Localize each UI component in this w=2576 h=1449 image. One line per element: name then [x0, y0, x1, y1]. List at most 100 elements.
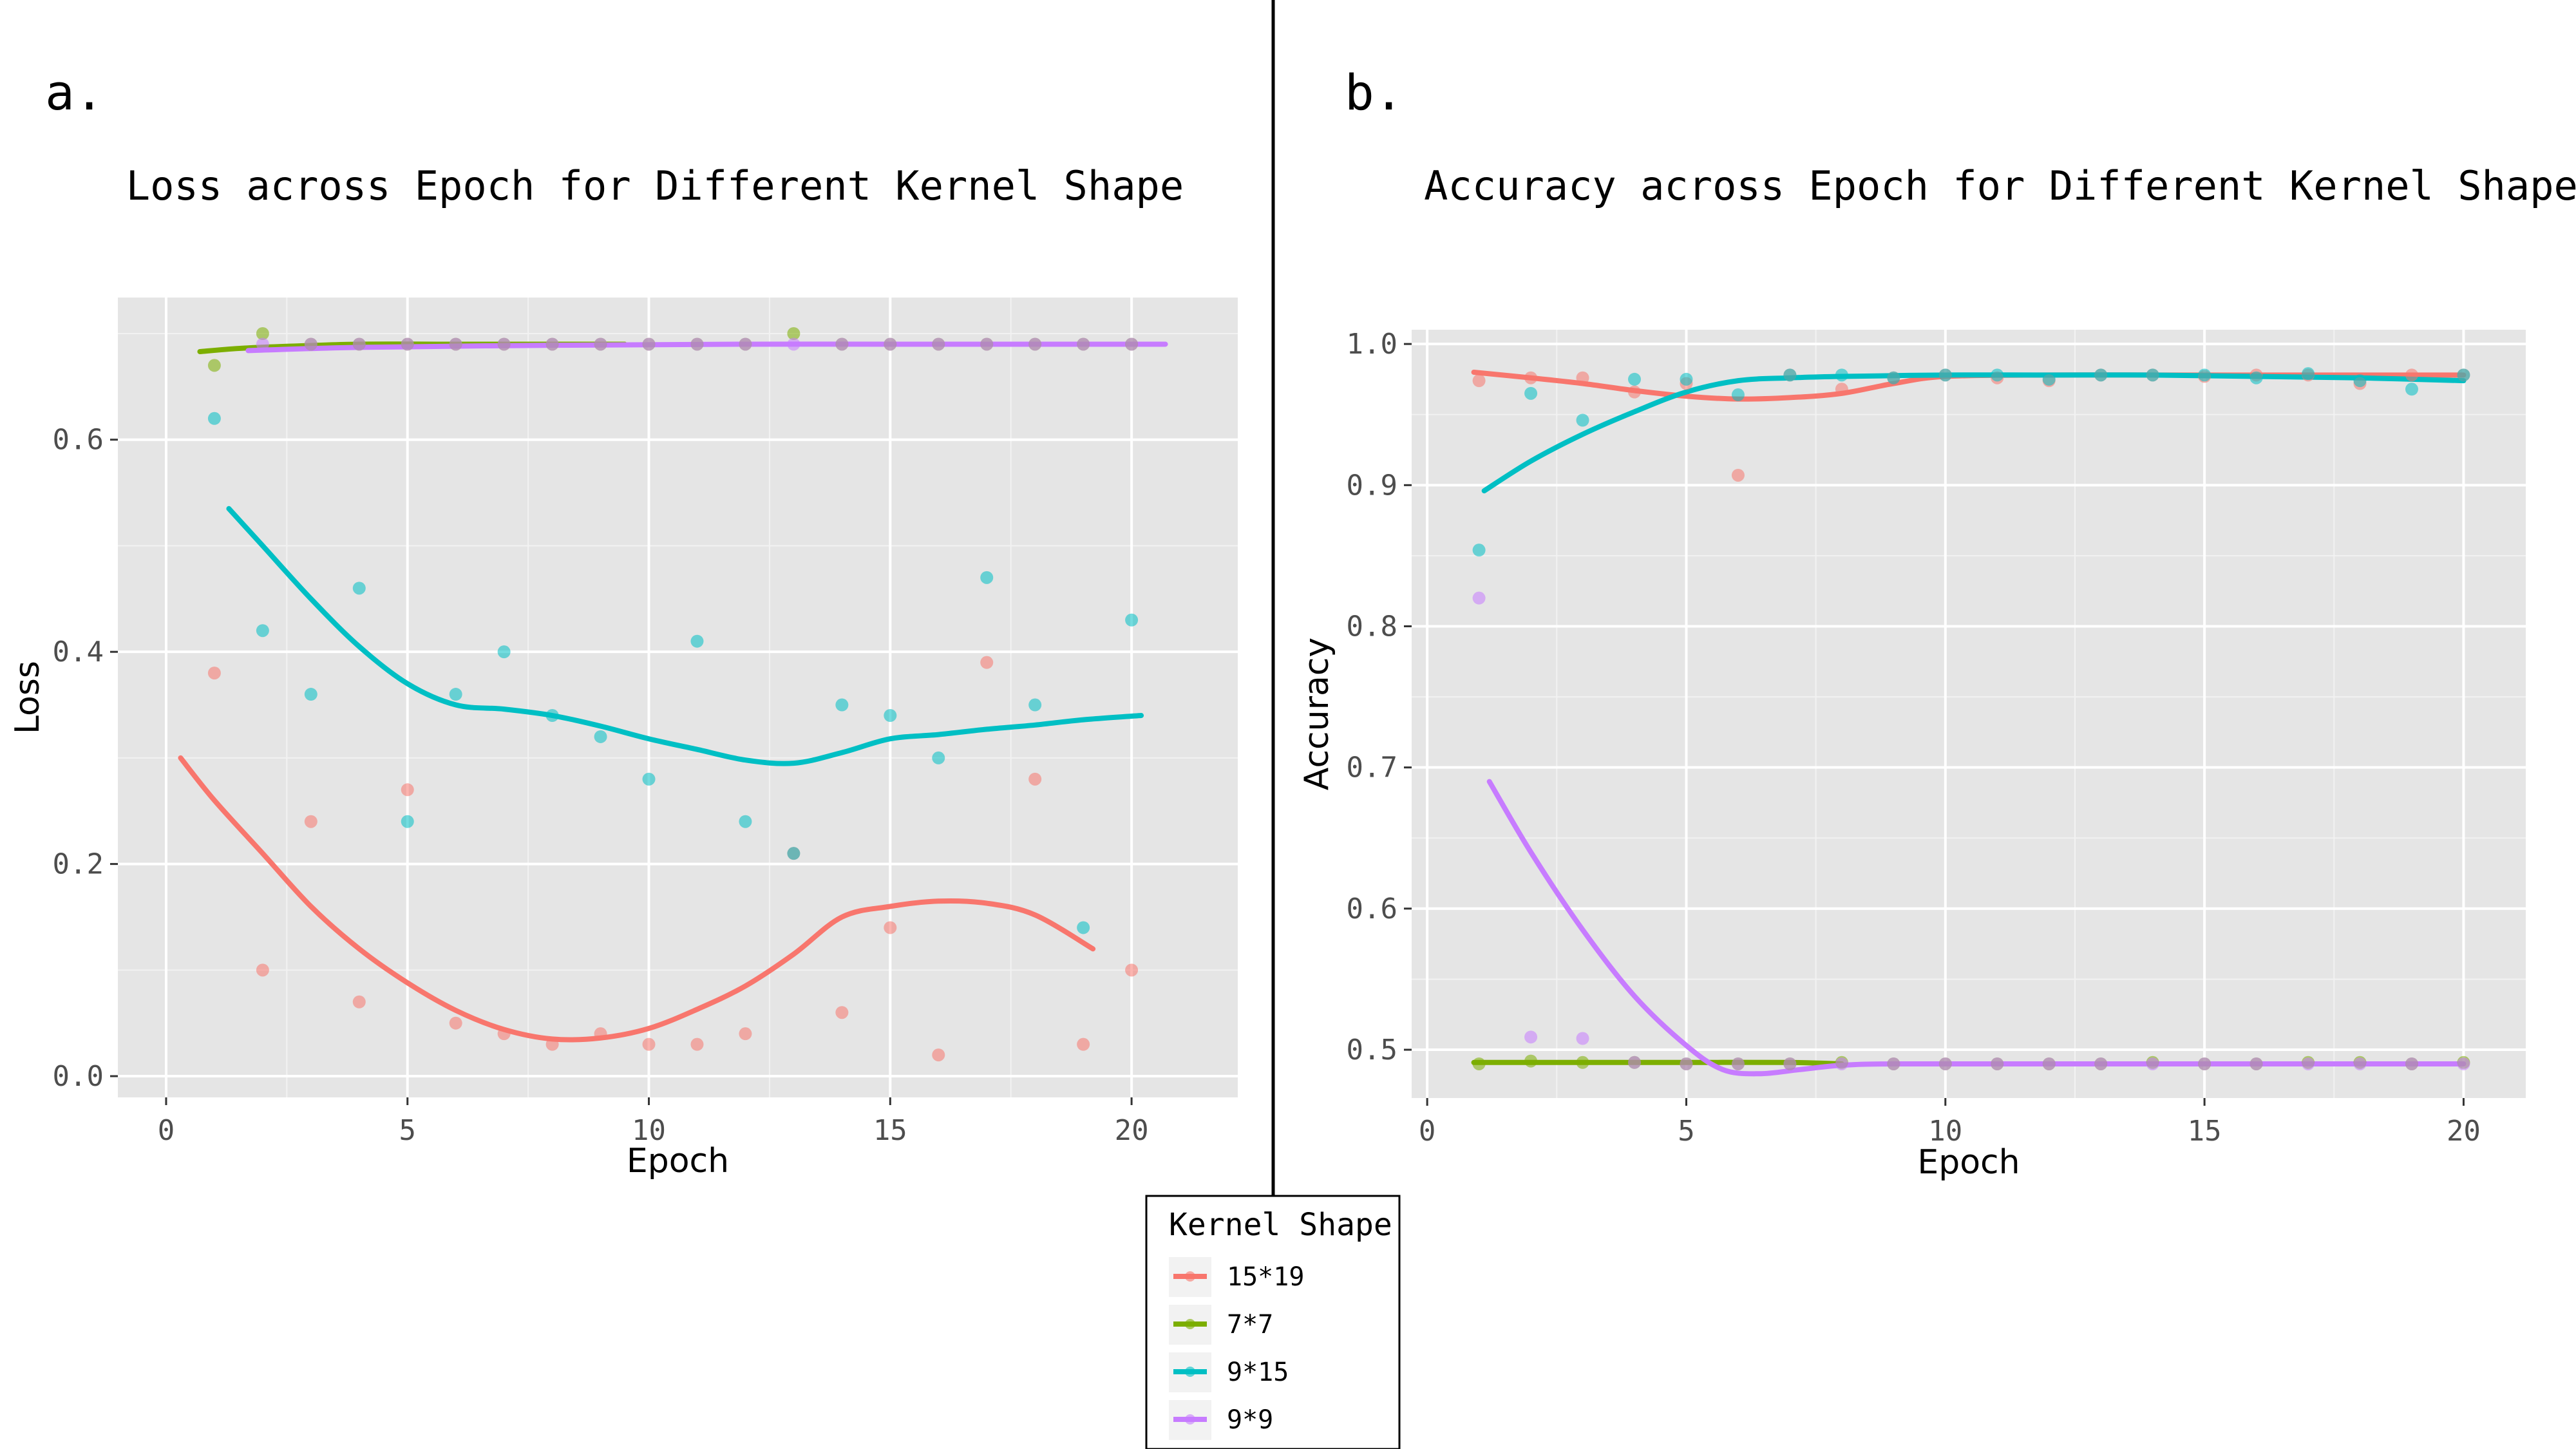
- data-point-9*9: [2457, 1057, 2470, 1070]
- data-point-9*9: [352, 337, 366, 351]
- data-point-9*15: [1028, 698, 1042, 712]
- data-point-15*19: [1125, 963, 1139, 977]
- data-point-7*7: [1576, 1056, 1589, 1069]
- data-point-15*19: [449, 1016, 462, 1030]
- data-point-15*19: [1731, 468, 1745, 482]
- panel-b: b. Accuracy across Epoch for Different K…: [1298, 64, 2576, 1182]
- data-point-15*19: [401, 783, 414, 797]
- panel-a-x-axis-label: Epoch: [627, 1142, 729, 1180]
- data-point-15*19: [497, 1027, 511, 1041]
- legend-key-point: [1185, 1271, 1195, 1282]
- data-point-9*9: [739, 337, 752, 351]
- data-point-9*15: [2042, 372, 2056, 386]
- data-point-15*19: [1028, 772, 1042, 786]
- legend-title: Kernel Shape: [1169, 1207, 1392, 1243]
- panel-b-title: Accuracy across Epoch for Different Kern…: [1424, 162, 2576, 209]
- data-point-9*15: [1731, 388, 1745, 402]
- data-point-9*15: [594, 730, 607, 743]
- data-point-9*15: [2146, 368, 2159, 382]
- x-tick-label: 10: [632, 1114, 666, 1147]
- data-point-9*9: [690, 337, 704, 351]
- data-point-9*9: [2042, 1057, 2056, 1070]
- data-point-9*9: [256, 337, 269, 351]
- data-point-9*9: [1783, 1057, 1797, 1070]
- data-point-9*9: [304, 337, 317, 351]
- data-point-9*15: [1472, 544, 1486, 557]
- smooth-line-9*15: [226, 506, 1144, 766]
- x-tick-label: 0: [1419, 1115, 1436, 1148]
- data-point-15*19: [545, 1037, 559, 1051]
- data-point-9*9: [1835, 1057, 1848, 1070]
- data-point-7*7: [1472, 1057, 1486, 1070]
- legend-key-point: [1185, 1319, 1195, 1329]
- data-point-9*9: [1628, 1056, 1641, 1069]
- data-point-9*15: [1524, 386, 1538, 400]
- x-tick-label: 20: [2447, 1115, 2481, 1148]
- data-point-9*9: [449, 337, 462, 351]
- panel-b-points: [1472, 367, 2470, 1070]
- x-tick-label: 10: [1928, 1115, 1962, 1148]
- data-point-9*9: [1472, 591, 1486, 605]
- y-tick-label: 0.6: [53, 424, 104, 457]
- legend-label: 9*15: [1227, 1358, 1289, 1387]
- data-point-15*19: [1835, 383, 1848, 396]
- data-point-9*9: [1991, 1057, 2004, 1070]
- data-point-9*15: [1991, 368, 2004, 382]
- data-point-9*9: [1125, 337, 1139, 351]
- y-tick-label: 0.9: [1347, 469, 1397, 502]
- data-point-9*15: [2094, 368, 2108, 382]
- x-tick-label: 15: [2188, 1115, 2222, 1148]
- panel-a: a. Loss across Epoch for Different Kerne…: [8, 64, 1238, 1180]
- y-tick-label: 0.6: [1347, 893, 1397, 925]
- panel-b-y-axis: 0.5 0.6 0.7 0.8 0.9 1.0: [1347, 328, 1412, 1066]
- data-point-15*19: [256, 963, 269, 977]
- legend-label: 9*9: [1227, 1405, 1273, 1435]
- data-point-9*15: [2198, 368, 2211, 382]
- data-point-15*19: [1077, 1037, 1090, 1051]
- data-point-9*15: [2249, 371, 2263, 384]
- data-point-15*19: [1524, 371, 1538, 384]
- data-point-9*15: [545, 709, 559, 723]
- data-point-9*15: [1077, 921, 1090, 934]
- x-tick-label: 5: [1678, 1115, 1695, 1148]
- data-point-15*19: [932, 1048, 945, 1062]
- data-point-9*15: [2302, 367, 2315, 381]
- data-point-9*9: [642, 337, 656, 351]
- legend-label: 15*19: [1227, 1262, 1304, 1292]
- data-point-9*9: [884, 337, 897, 351]
- data-point-9*9: [1731, 1057, 1745, 1070]
- data-point-15*19: [2405, 368, 2418, 382]
- x-tick-label: 0: [158, 1114, 175, 1147]
- legend-key-point: [1185, 1367, 1195, 1377]
- data-point-9*9: [1680, 1057, 1693, 1070]
- y-tick-label: 0.5: [1347, 1034, 1397, 1066]
- y-tick-label: 0.7: [1347, 752, 1397, 784]
- data-point-15*19: [304, 815, 317, 828]
- data-point-9*9: [1576, 1032, 1589, 1045]
- data-point-9*9: [980, 337, 994, 351]
- data-point-15*19: [980, 656, 994, 669]
- data-point-15*19: [642, 1037, 656, 1051]
- panel-a-y-axis-label: Loss: [8, 661, 47, 734]
- data-point-9*9: [932, 337, 945, 351]
- data-point-9*15: [1887, 371, 1900, 384]
- data-point-9*15: [1680, 372, 1693, 386]
- data-point-9*9: [1887, 1057, 1900, 1070]
- legend-key-point: [1185, 1414, 1195, 1425]
- data-point-9*9: [497, 337, 511, 351]
- x-tick-label: 20: [1115, 1114, 1149, 1147]
- panel-a-title: Loss across Epoch for Different Kernel S…: [126, 162, 1184, 209]
- data-point-9*15: [401, 815, 414, 828]
- panel-b-x-axis-label: Epoch: [1917, 1143, 2020, 1182]
- data-point-9*9: [2094, 1057, 2108, 1070]
- data-point-9*9: [1524, 1030, 1538, 1044]
- data-point-9*15: [2405, 383, 2418, 396]
- panel-b-grid: [1412, 330, 2526, 1098]
- legend: Kernel Shape 15*19 7*7 9*15 9*9: [1145, 1195, 1401, 1449]
- data-point-9*9: [1938, 1057, 1952, 1070]
- data-point-9*15: [835, 698, 849, 712]
- x-tick-label: 5: [399, 1114, 416, 1147]
- data-point-15*19: [1628, 385, 1641, 399]
- data-point-15*19: [1576, 371, 1589, 384]
- data-point-15*19: [835, 1006, 849, 1019]
